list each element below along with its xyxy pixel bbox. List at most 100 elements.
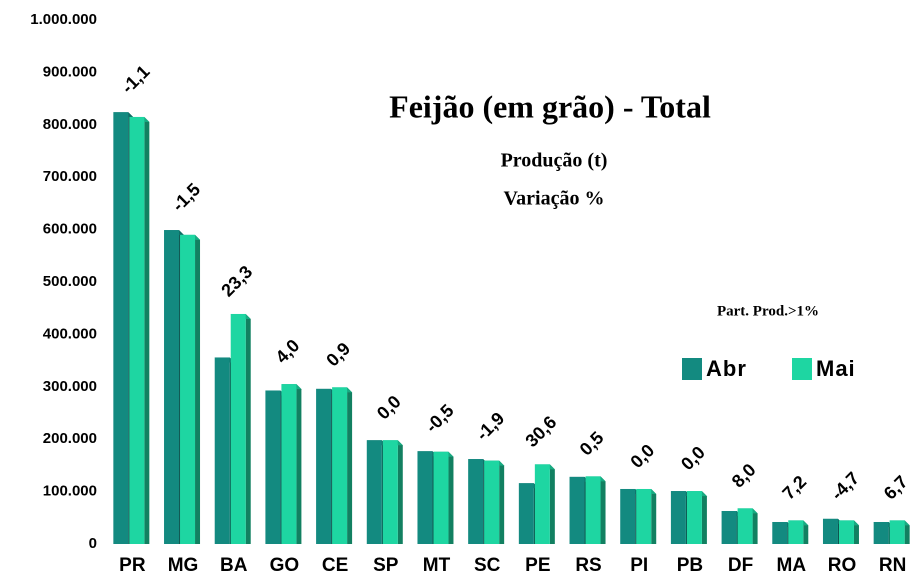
variation-label: -1,9 [472,408,508,444]
y-tick-label: 500.000 [43,273,97,290]
y-tick-label: 0 [89,535,97,552]
bar [620,488,636,544]
bar [838,520,854,544]
bar-side [347,387,353,544]
bar [518,483,534,544]
bar [889,520,905,544]
y-tick-label: 900.000 [43,63,97,80]
variation-label: 30,6 [521,412,560,451]
variation-label: -1,1 [117,61,153,97]
variation-label: 0,0 [626,440,658,472]
bar [366,440,382,544]
y-tick-label: 100.000 [43,483,97,500]
bar-side [296,384,302,544]
bar [230,313,246,544]
bar-side [701,491,707,544]
chart-title: Feijão (em grão) - Total [389,88,711,124]
x-tick-label: CE [322,555,348,576]
legend-swatch [682,358,702,380]
x-tick-label: MG [168,555,199,576]
bar [265,390,281,544]
y-tick-label: 800.000 [43,116,97,133]
y-tick-label: 700.000 [43,168,97,185]
x-tick-label: PR [119,555,146,576]
x-tick-label: PI [630,555,648,576]
variation-label: -0,5 [422,400,458,436]
bar-side [245,313,251,544]
bar [164,230,180,544]
x-tick-label: RN [879,555,906,576]
x-tick-label: DF [728,555,753,576]
bar [585,476,601,544]
bar [113,112,129,544]
y-tick-label: 300.000 [43,378,97,395]
x-tick-label: BA [220,555,248,576]
bar [180,234,196,544]
legend-swatch [792,358,812,380]
bar-side [853,520,859,544]
x-tick-label: SP [373,555,399,576]
bar [822,518,838,544]
bar-side [752,508,758,544]
variation-label: 7,2 [778,472,810,504]
bar [636,488,652,544]
bar [788,520,804,544]
variation-label: 23,3 [217,262,256,301]
bar [772,521,788,544]
subtitle: Variação % [504,188,605,210]
bar [721,510,737,544]
bar-side [904,520,910,544]
variation-label: 4,0 [272,335,304,367]
bar [281,384,297,544]
bar [316,388,332,544]
bar-side [549,464,555,544]
bar [129,116,145,544]
bar-side [600,476,606,544]
bar [534,464,550,544]
variation-label: 0,9 [322,339,354,371]
bar-side [651,488,657,544]
x-tick-label: RO [828,555,857,576]
legend-label: Mai [816,356,856,381]
bar-side [499,460,505,544]
legend-label: Abr [706,356,747,381]
note: Part. Prod.>1% [717,303,819,319]
bar [382,440,398,544]
variation-label: 8,0 [728,460,760,492]
bar-side [448,451,454,544]
bar [873,521,889,544]
bar [686,491,702,544]
x-tick-label: MA [777,555,807,576]
bar [433,451,449,544]
bar [737,508,753,544]
variation-label: 6,7 [880,472,912,504]
y-tick-label: 400.000 [43,325,97,342]
x-tick-label: RS [575,555,601,576]
bar [214,357,230,544]
x-tick-label: GO [270,555,300,576]
variation-label: -1,5 [168,179,204,215]
x-tick-label: PB [677,555,703,576]
variation-label: 0,0 [677,442,709,474]
subtitle: Produção (t) [501,150,608,172]
bar [417,451,433,544]
y-tick-label: 600.000 [43,221,97,238]
variation-label: -4,7 [827,468,863,504]
bar [332,387,348,544]
variation-label: 0,5 [576,428,608,460]
x-tick-label: MT [423,555,451,576]
bar-side [195,234,201,544]
bar-side [397,440,403,544]
bar [484,460,500,544]
bar [468,459,484,544]
bar [670,491,686,544]
x-tick-label: PE [525,555,550,576]
bar [569,476,585,544]
bar-side [144,116,150,544]
variation-label: 0,0 [373,391,405,423]
bar-side [803,520,809,544]
x-tick-label: SC [474,555,501,576]
y-tick-label: 1.000.000 [30,11,97,28]
y-tick-label: 200.000 [43,430,97,447]
